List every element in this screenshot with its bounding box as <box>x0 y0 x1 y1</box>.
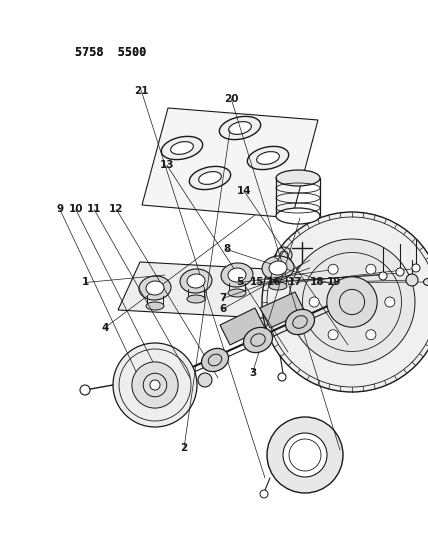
Ellipse shape <box>146 281 164 295</box>
Ellipse shape <box>228 268 246 282</box>
Ellipse shape <box>187 274 205 288</box>
Ellipse shape <box>161 136 203 159</box>
Ellipse shape <box>221 263 253 287</box>
Text: 20: 20 <box>224 94 238 103</box>
Ellipse shape <box>146 302 164 310</box>
Ellipse shape <box>276 170 320 186</box>
Text: 7: 7 <box>219 294 226 303</box>
Text: 18: 18 <box>309 278 324 287</box>
Text: 11: 11 <box>87 205 101 214</box>
Circle shape <box>412 264 420 272</box>
Text: 16: 16 <box>267 278 281 287</box>
Circle shape <box>260 490 268 498</box>
Text: 3: 3 <box>249 368 256 378</box>
Circle shape <box>366 330 376 340</box>
Circle shape <box>113 343 197 427</box>
Ellipse shape <box>269 282 287 290</box>
Circle shape <box>379 272 387 280</box>
Text: 5758  5500: 5758 5500 <box>75 45 146 59</box>
Circle shape <box>289 239 415 365</box>
Text: 9: 9 <box>56 205 63 214</box>
Ellipse shape <box>257 151 279 164</box>
Text: 17: 17 <box>288 278 303 287</box>
Ellipse shape <box>229 122 251 134</box>
Circle shape <box>396 268 404 276</box>
Text: 1: 1 <box>82 278 89 287</box>
Ellipse shape <box>187 295 205 303</box>
Text: 5: 5 <box>236 278 243 287</box>
Polygon shape <box>260 292 305 328</box>
Circle shape <box>385 297 395 307</box>
Ellipse shape <box>262 256 294 280</box>
Text: 12: 12 <box>109 205 124 214</box>
Polygon shape <box>142 108 318 218</box>
Text: 5758  5500: 5758 5500 <box>75 45 146 59</box>
Ellipse shape <box>171 142 193 155</box>
Ellipse shape <box>228 289 246 297</box>
Circle shape <box>267 417 343 493</box>
Text: 15: 15 <box>250 278 264 287</box>
Circle shape <box>366 264 376 274</box>
Circle shape <box>309 297 319 307</box>
Polygon shape <box>118 262 320 320</box>
Text: 21: 21 <box>134 86 149 95</box>
Ellipse shape <box>276 208 320 224</box>
Ellipse shape <box>198 373 212 387</box>
Ellipse shape <box>139 276 171 300</box>
Text: 6: 6 <box>219 304 226 314</box>
Polygon shape <box>220 308 265 345</box>
Circle shape <box>406 274 418 286</box>
Ellipse shape <box>180 269 212 293</box>
Text: 19: 19 <box>327 278 341 287</box>
Text: 8: 8 <box>223 245 230 254</box>
Circle shape <box>328 330 338 340</box>
Circle shape <box>283 433 327 477</box>
Ellipse shape <box>423 279 428 286</box>
Circle shape <box>80 385 90 395</box>
Ellipse shape <box>202 349 229 372</box>
Circle shape <box>276 247 292 263</box>
Circle shape <box>327 277 377 327</box>
Text: 13: 13 <box>160 160 174 170</box>
Ellipse shape <box>244 327 273 353</box>
Text: 4: 4 <box>101 323 109 333</box>
Circle shape <box>150 380 160 390</box>
Ellipse shape <box>285 310 315 335</box>
Text: 10: 10 <box>68 205 83 214</box>
Ellipse shape <box>247 147 288 169</box>
Ellipse shape <box>269 261 287 275</box>
Circle shape <box>262 212 428 392</box>
Ellipse shape <box>199 172 221 184</box>
Text: 2: 2 <box>181 443 187 453</box>
Circle shape <box>132 362 178 408</box>
Text: 14: 14 <box>237 186 251 196</box>
Circle shape <box>328 264 338 274</box>
Ellipse shape <box>219 116 261 140</box>
Ellipse shape <box>278 373 286 381</box>
Ellipse shape <box>189 166 231 190</box>
